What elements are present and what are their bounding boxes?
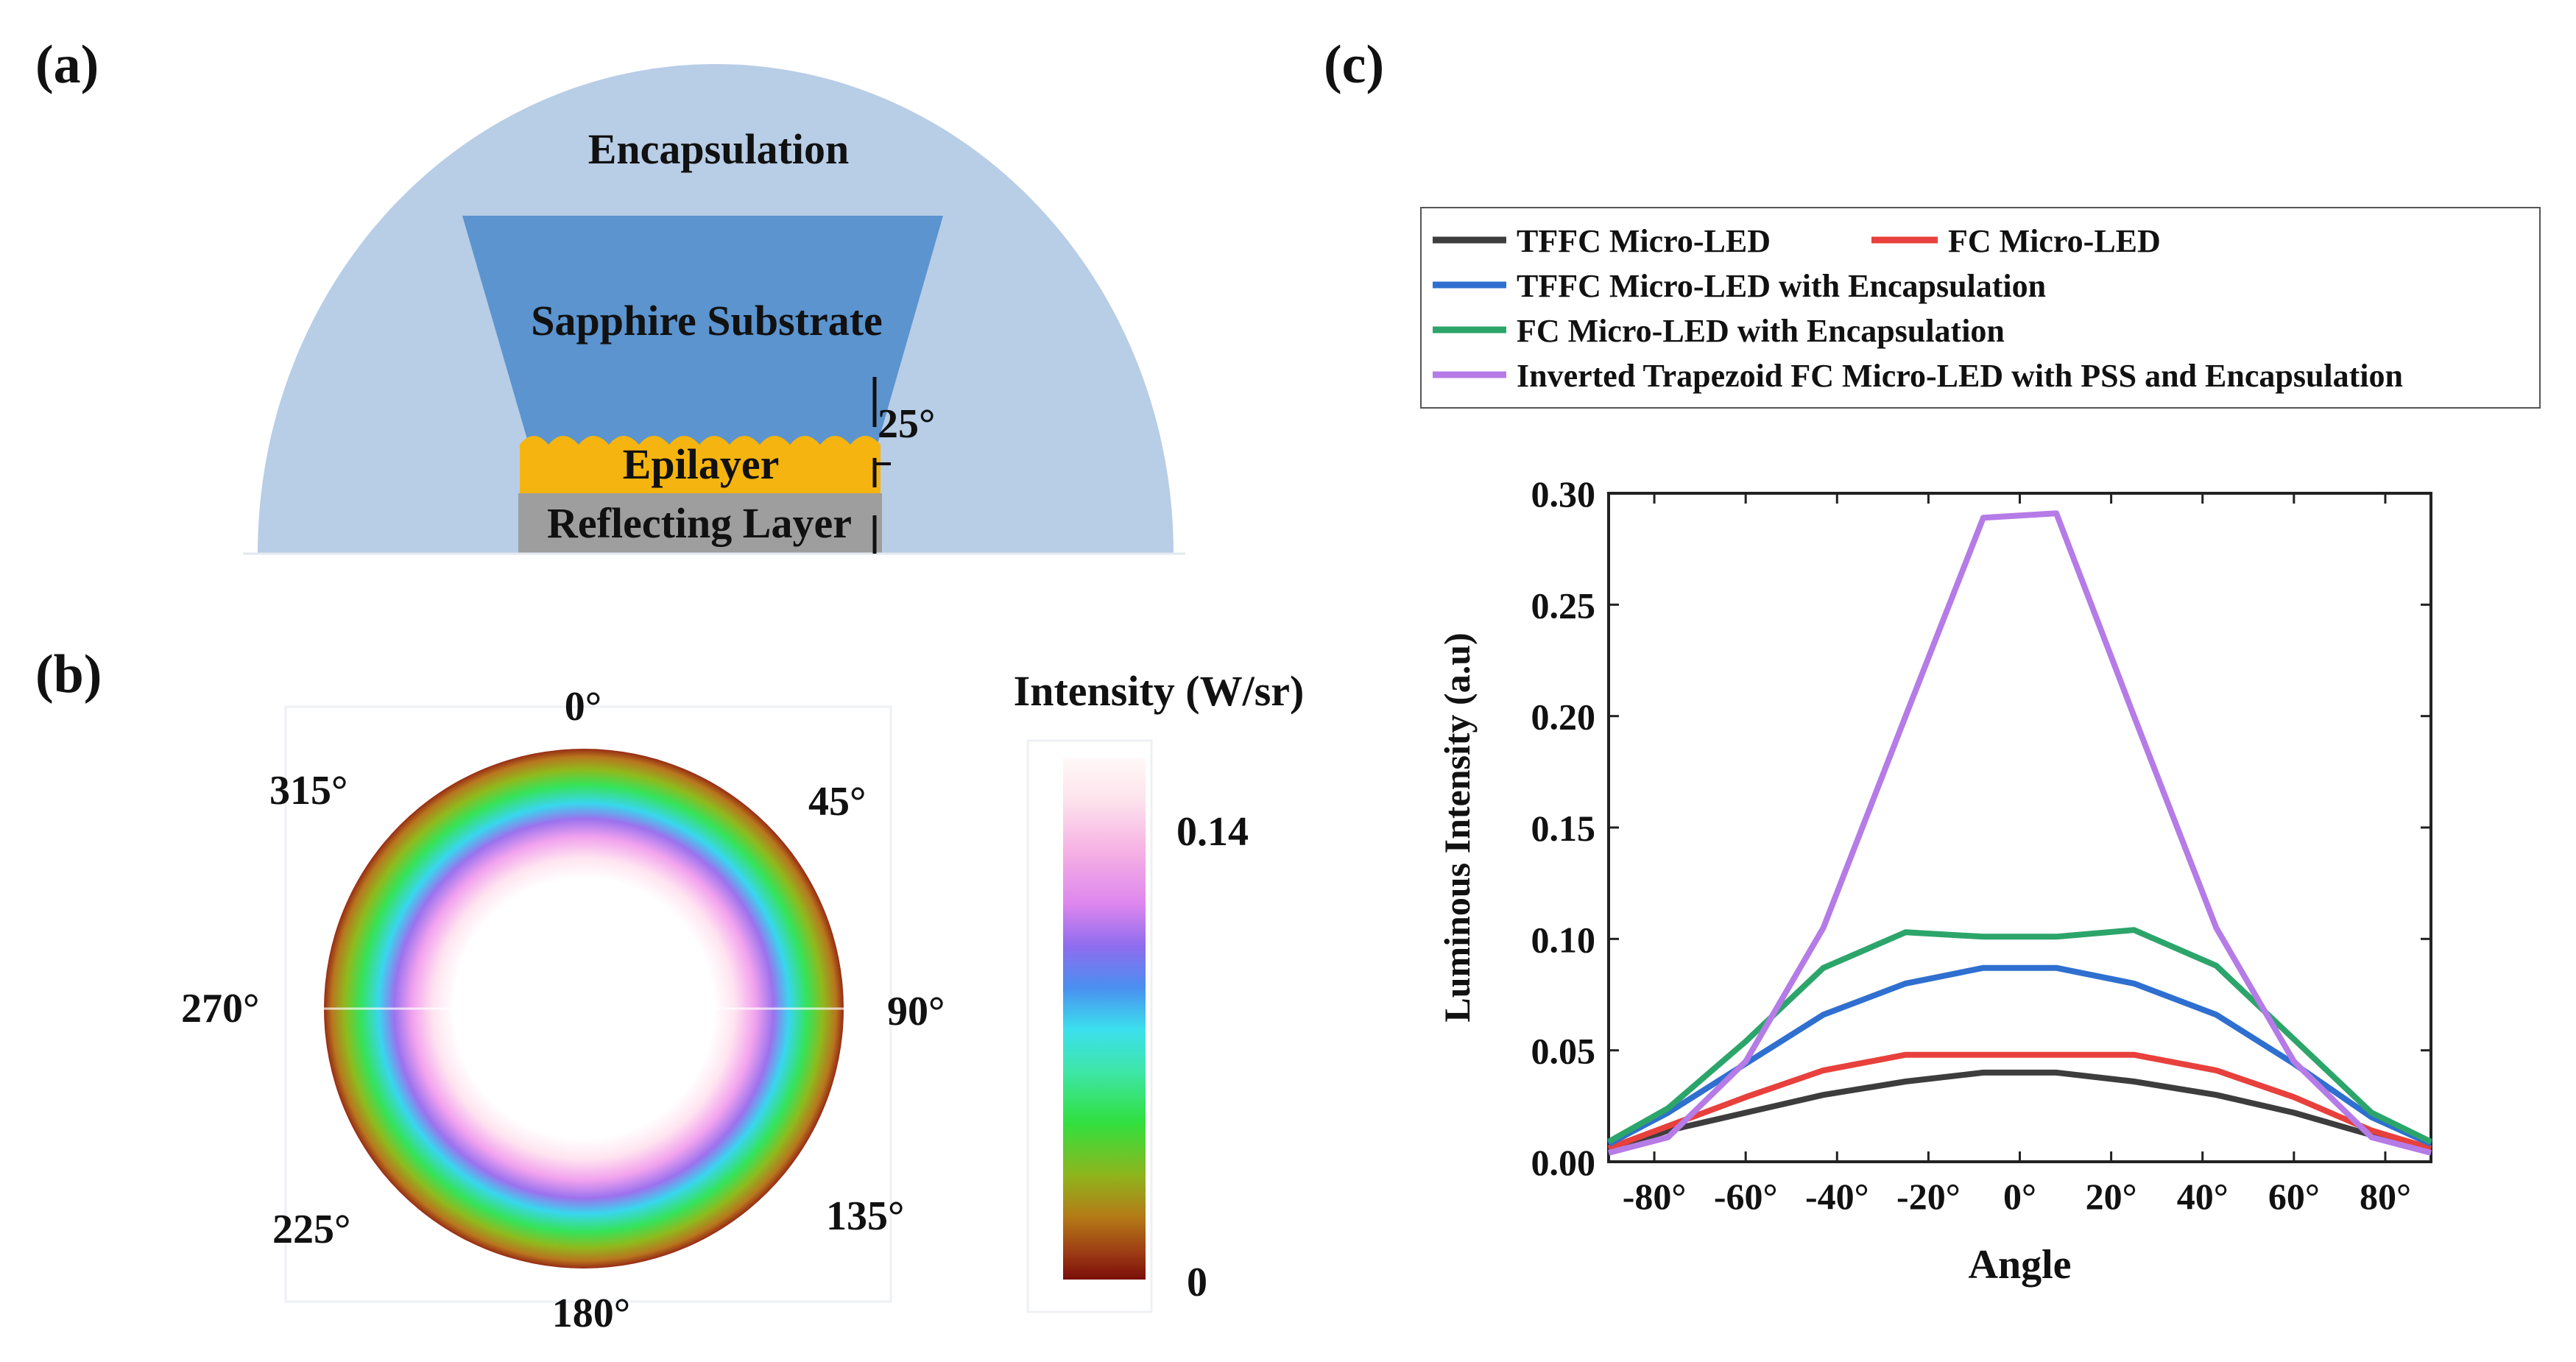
panel-a-label: (a) <box>35 35 99 95</box>
x-tick-label: 80° <box>2360 1176 2411 1217</box>
legend-label-3: TFFC Micro-LED with Encapsulation <box>1517 268 2046 304</box>
legend-label-5: Inverted Trapezoid FC Micro-LED with PSS… <box>1517 358 2403 394</box>
luminous-intensity-chart: 0.00 0.05 0.10 0.15 0.20 0.25 0.30 -80° -60° -40°… <box>1436 473 2432 1288</box>
angle-45-label: 45° <box>808 779 866 825</box>
reflecting-layer <box>518 493 882 554</box>
angle-label: 25° <box>878 401 935 447</box>
angle-315-label: 315° <box>269 768 347 814</box>
plot-frame <box>1607 492 2432 1163</box>
x-tick-label: 40° <box>2177 1176 2229 1217</box>
legend-label-4: FC Micro-LED with Encapsulation <box>1517 313 2005 349</box>
x-tick-label: 60° <box>2268 1176 2320 1217</box>
angle-180-label: 180° <box>552 1291 630 1336</box>
reflecting-layer-label: Reflecting Layer <box>547 499 852 547</box>
legend-label-2: FC Micro-LED <box>1948 223 2161 259</box>
colorbar-min-label: 0 <box>1187 1260 1207 1305</box>
substrate-label: Sapphire Substrate <box>531 297 883 345</box>
x-tick-label: -20° <box>1896 1176 1961 1217</box>
colorbar-gradient <box>1063 758 1146 1280</box>
angle-135-label: 135° <box>826 1193 904 1239</box>
polar-intensity-map: 0° 45° 90° 135° 180° 225° 270° 315° <box>181 684 945 1336</box>
series-line-2 <box>1607 1051 2432 1151</box>
series-line-4 <box>1607 927 2432 1145</box>
x-axis-label: Angle <box>1969 1242 2072 1288</box>
polar-map-frame <box>284 705 892 1303</box>
y-tick-label: 0.25 <box>1531 585 1596 626</box>
legend-label-1: TFFC Micro-LED <box>1517 223 1771 259</box>
colorbar: Intensity (W/sr) 0.14 0 <box>1014 667 1305 1313</box>
panel-a-diagram: Encapsulation Sapphire Substrate 25° Epi… <box>243 64 1185 555</box>
legend-frame <box>1420 207 2541 409</box>
series-line-5 <box>1607 510 2432 1156</box>
chart-legend: TFFC Micro-LED FC Micro-LED TFFC Micro-LED… <box>1420 207 2541 409</box>
x-tick-label: 20° <box>2086 1176 2137 1217</box>
y-tick-label: 0.30 <box>1531 473 1596 515</box>
sapphire-substrate <box>462 216 943 449</box>
panel-c-label: (c) <box>1324 35 1384 95</box>
x-tick-label: 0° <box>2003 1176 2036 1217</box>
colorbar-frame <box>1026 739 1153 1313</box>
x-tick-label: -60° <box>1714 1176 1778 1217</box>
y-axis-label: Luminous Intensity (a.u) <box>1436 632 1478 1022</box>
angle-0-label: 0° <box>565 684 601 730</box>
y-tick-label: 0.15 <box>1531 808 1596 849</box>
series-line-1 <box>1607 1069 2432 1154</box>
colorbar-title: Intensity (W/sr) <box>1014 667 1305 715</box>
angle-90-label: 90° <box>887 989 945 1034</box>
panel-b-label: (b) <box>35 644 102 705</box>
y-tick-label: 0.05 <box>1531 1031 1596 1072</box>
x-tick-label: -80° <box>1623 1176 1687 1217</box>
angle-225-label: 225° <box>272 1207 350 1252</box>
y-tick-label: 0.20 <box>1531 696 1596 738</box>
y-tick-label: 0.00 <box>1531 1142 1596 1183</box>
x-tick-label: -40° <box>1805 1176 1869 1217</box>
encapsulation-label: Encapsulation <box>588 125 850 173</box>
epilayer-label: Epilayer <box>623 440 780 488</box>
y-tick-label: 0.10 <box>1531 919 1596 960</box>
epilayer <box>520 445 881 493</box>
colorbar-max-label: 0.14 <box>1176 809 1249 855</box>
angle-270-label: 270° <box>181 986 259 1031</box>
